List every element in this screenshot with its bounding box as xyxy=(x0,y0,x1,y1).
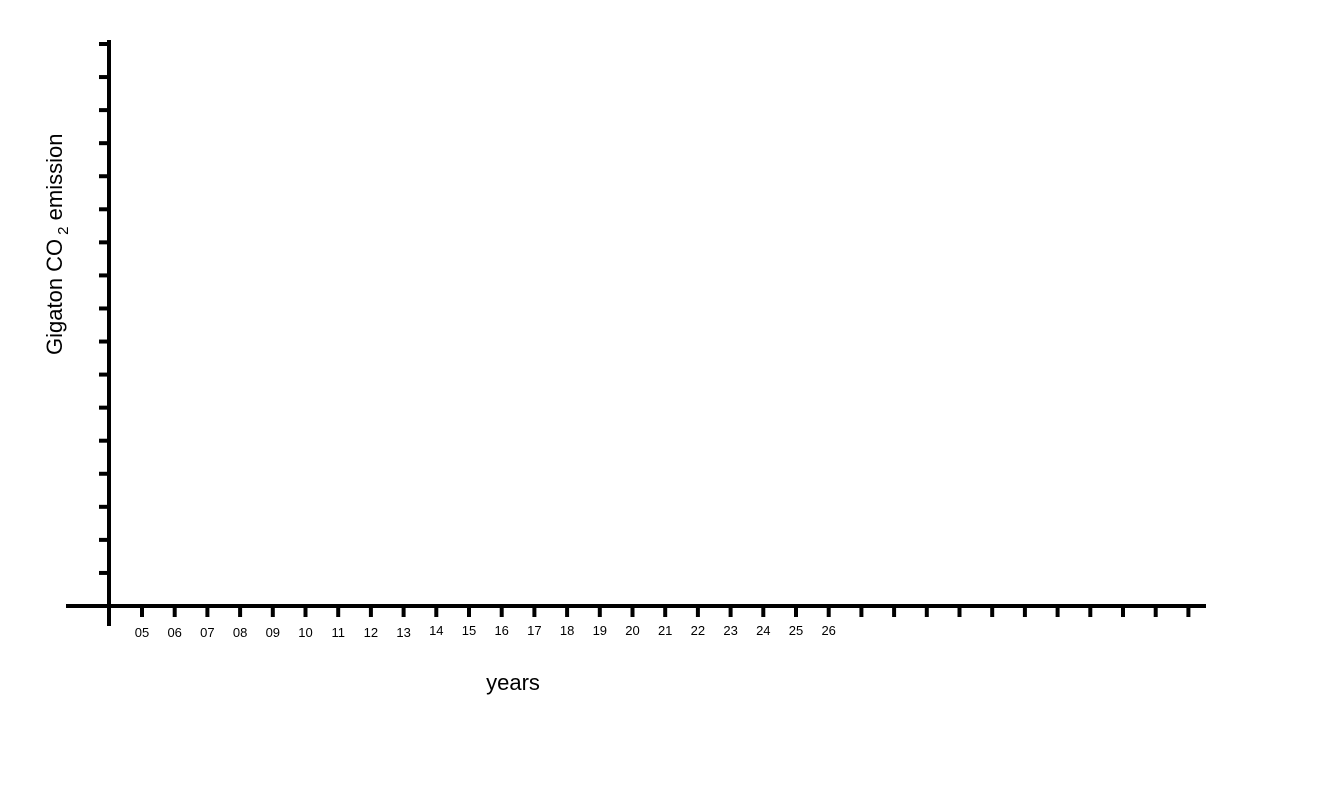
x-tick-label: 21 xyxy=(658,623,672,638)
x-tick-label: 16 xyxy=(494,623,508,638)
x-axis-tick-labels: 05 06 07 08 09 10 11 12 13 14 15 16 17 18 19 20 21 22 23 24… xyxy=(135,623,836,640)
y-axis-title-subscript: 2 xyxy=(55,226,72,234)
x-tick-label: 10 xyxy=(298,625,312,640)
x-tick-label: 17 xyxy=(527,623,541,638)
x-tick-label: 24 xyxy=(756,623,770,638)
x-tick-label: 11 xyxy=(331,625,345,640)
x-tick-label: 09 xyxy=(266,625,280,640)
y-axis-title: Gigaton CO 2 emission xyxy=(42,134,72,355)
x-tick-label: 06 xyxy=(167,625,181,640)
x-tick-label: 25 xyxy=(789,623,803,638)
x-tick-label: 14 xyxy=(429,623,443,638)
x-tick-label: 13 xyxy=(396,625,410,640)
x-tick-label: 07 xyxy=(200,625,214,640)
x-tick-label: 23 xyxy=(723,623,737,638)
x-axis-ticks xyxy=(140,606,1191,617)
x-tick-label: 15 xyxy=(462,623,476,638)
x-tick-label: 12 xyxy=(364,625,378,640)
x-tick-label: 19 xyxy=(593,623,607,638)
x-tick-label: 18 xyxy=(560,623,574,638)
x-tick-label: 08 xyxy=(233,625,247,640)
y-axis-title-suffix: emission xyxy=(42,134,67,227)
y-axis-title-prefix: Gigaton CO xyxy=(42,239,67,355)
x-axis-title: years xyxy=(486,670,540,695)
x-tick-label: 26 xyxy=(821,623,835,638)
x-tick-label: 20 xyxy=(625,623,639,638)
x-tick-label: 05 xyxy=(135,625,149,640)
x-tick-label: 22 xyxy=(691,623,705,638)
